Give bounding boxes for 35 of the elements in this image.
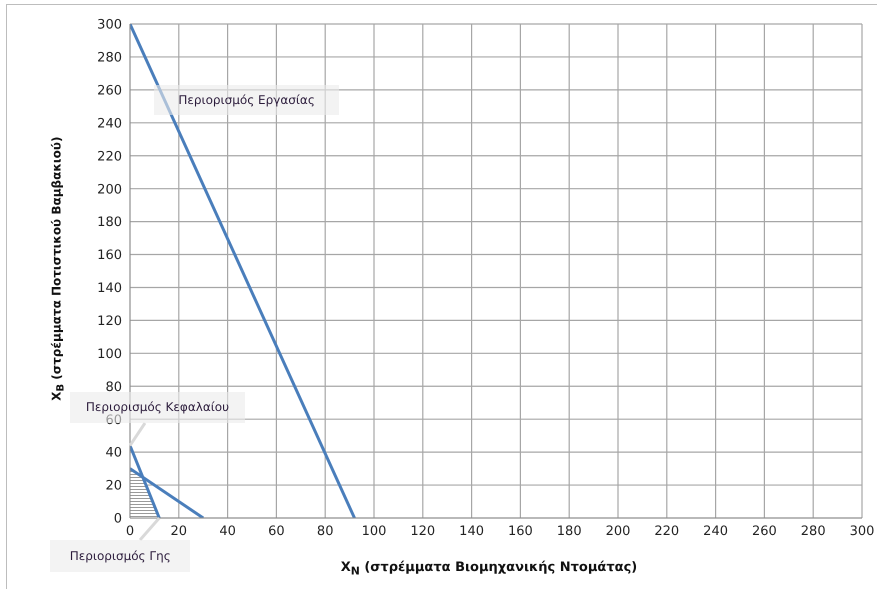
x-tick-label: 240 [703,524,728,540]
y-tick-label: 20 [105,478,122,494]
y-tick-label: 280 [97,50,122,66]
y-tick-label: 220 [97,149,122,164]
y-tick-label: 160 [97,248,122,264]
x-tick-label: 140 [459,524,484,540]
x-tick-label: 100 [362,524,386,540]
y-tick-label: 140 [97,281,122,296]
x-tick-label: 220 [654,524,680,540]
label-box: Περιορισμός Εργασίας [154,84,340,115]
y-tick-label: 0 [114,512,122,527]
x-tick-label: 300 [850,524,874,540]
y-tick-label: 260 [97,83,122,98]
x-axis-title: X$_{N}$ (στρέμματα Βιομηχανικής Ντομάτας) [340,560,638,578]
x-tick-label: 260 [752,524,777,540]
x-tick-label: 200 [606,524,630,540]
x-tick-label: 180 [556,524,582,540]
y-tick-label: 300 [97,18,122,33]
x-tick-label: 0 [126,524,134,540]
x-tick-label: 20 [170,524,188,540]
x-tick-label: 80 [316,524,334,540]
y-tick-label: 100 [97,346,122,362]
y-tick-label: 200 [97,182,122,198]
y-tick-label: 120 [97,314,122,330]
x-tick-label: 40 [219,524,236,540]
x-tick-label: 280 [800,524,826,540]
x-tick-label: 160 [508,524,533,540]
y-tick-label: 80 [105,380,122,395]
y-tick-label: 40 [105,446,122,461]
y-tick-label: 60 [105,412,122,428]
x-tick-label: 60 [268,524,285,540]
x-tick-label: 120 [410,524,436,540]
label-box: Περιορισμός Γης [50,540,190,572]
y-tick-label: 180 [97,215,122,230]
y-tick-label: 240 [97,116,122,132]
